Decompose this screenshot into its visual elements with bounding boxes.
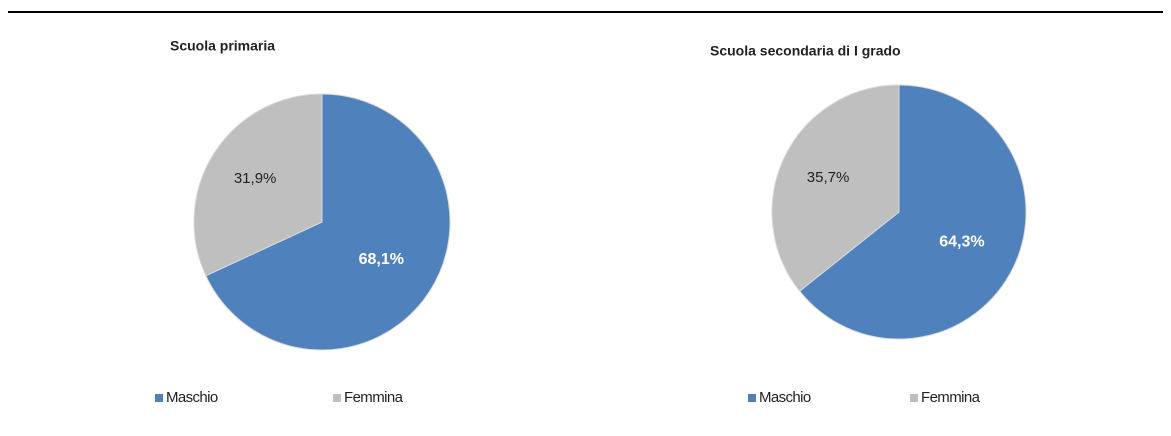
legend-label: Femmina bbox=[921, 389, 981, 406]
legend-label: Maschio bbox=[166, 389, 218, 406]
chart-title: Scuola primaria bbox=[170, 38, 275, 54]
pie-slice bbox=[193, 93, 323, 277]
legend-marker bbox=[748, 394, 756, 402]
legend-marker bbox=[333, 394, 341, 402]
legend-marker bbox=[910, 394, 918, 402]
data-label: 64,3% bbox=[939, 234, 984, 251]
data-label: 68,1% bbox=[359, 251, 404, 268]
legend-marker bbox=[155, 394, 163, 402]
legend-label: Femmina bbox=[344, 389, 404, 406]
pie-slice bbox=[205, 93, 451, 351]
pie-slice bbox=[798, 84, 1027, 340]
pie-slice bbox=[771, 84, 900, 292]
chart-title: Scuola secondaria di I grado bbox=[710, 43, 901, 59]
legend-label: Maschio bbox=[759, 389, 811, 406]
data-label: 31,9% bbox=[234, 170, 277, 187]
data-label: 35,7% bbox=[807, 169, 850, 186]
